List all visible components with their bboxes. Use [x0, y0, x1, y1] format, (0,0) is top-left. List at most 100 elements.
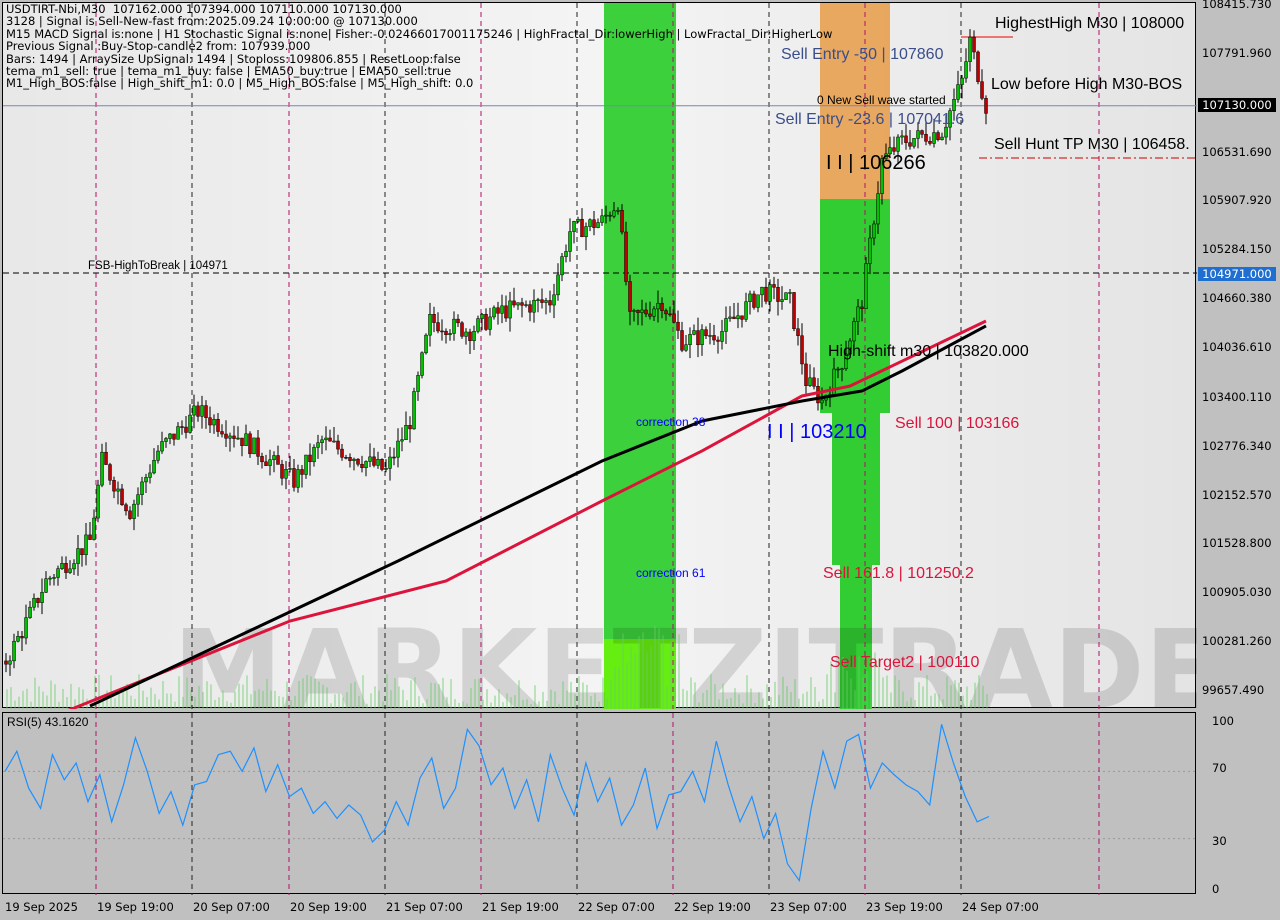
candle-body	[216, 419, 220, 432]
info-line: M1_High_BOS:false | High_shift_m1: 0.0 |…	[6, 76, 474, 91]
candle-body	[4, 660, 8, 665]
candle-body	[208, 417, 212, 426]
candle-body	[872, 223, 876, 239]
candle-body	[964, 61, 968, 79]
ema-black-line	[89, 324, 987, 708]
candle-body	[640, 309, 644, 313]
candle-body	[124, 504, 128, 512]
candle-body	[912, 138, 916, 147]
candle-body	[40, 592, 44, 603]
price-tick-label: 104660.380	[1202, 291, 1272, 306]
candle-body	[880, 158, 884, 194]
candle-body	[892, 147, 896, 152]
candle-body	[764, 286, 768, 302]
correction-zone-lower	[604, 639, 676, 709]
candle-body	[648, 313, 652, 317]
candle-body	[376, 458, 380, 466]
candle-body	[980, 81, 984, 99]
candle-body	[108, 464, 112, 481]
candle-body	[820, 399, 824, 404]
rsi-tick-label: 70	[1212, 761, 1227, 775]
info-line: Previous Signal :Buy-Stop-candle2 from: …	[6, 39, 311, 54]
candle-body	[440, 330, 444, 333]
candle-body	[156, 450, 160, 461]
candle-body	[224, 433, 228, 439]
candle-body	[672, 313, 676, 323]
price-tick-label: 101528.800	[1202, 536, 1272, 551]
candle-body	[200, 405, 204, 417]
candle-body	[24, 617, 28, 639]
main-chart[interactable]: MARKETZITRADE	[2, 2, 1197, 709]
low-before-high-label: Low before High M30-BOS	[991, 76, 1183, 93]
candle-body	[304, 454, 308, 475]
candle-body	[476, 318, 480, 332]
candle-body	[360, 463, 364, 468]
candle-body	[812, 377, 816, 387]
candle-body	[192, 405, 196, 416]
current-price-badge: 107130.000	[1198, 97, 1276, 112]
candle-body	[668, 313, 672, 316]
candle-body	[236, 437, 240, 440]
candle-body	[148, 472, 152, 478]
candle-body	[956, 84, 960, 100]
candle-body	[908, 142, 912, 147]
candle-body	[456, 318, 460, 324]
candle-body	[88, 534, 92, 540]
candle-body	[600, 215, 604, 223]
info-panel: USDTIRT-Nbi,M30 107162.000 107394.000 10…	[6, 3, 832, 90]
level-price-badge: 104971.000	[1198, 266, 1276, 281]
candle-body	[316, 442, 320, 448]
time-tick-label: 20 Sep 07:00	[193, 900, 270, 914]
candle-body	[232, 435, 236, 439]
correction-38-label: correction 38	[636, 415, 706, 429]
candle-body	[364, 461, 368, 468]
candle-body	[60, 563, 64, 569]
price-tick-label: 107791.960	[1202, 45, 1272, 60]
candle-body	[852, 321, 856, 342]
time-tick-label: 24 Sep 07:00	[962, 900, 1039, 914]
price-tick-label: 102776.340	[1202, 438, 1272, 453]
candle-body	[448, 333, 452, 335]
sell-entry-50-label: Sell Entry -50 | 107860	[781, 46, 944, 63]
candle-body	[464, 331, 468, 337]
candle-body	[168, 433, 172, 439]
candle-body	[152, 460, 156, 474]
candle-body	[556, 274, 560, 296]
price-tick-label: 105907.920	[1202, 193, 1272, 208]
wave-103210-label: I I | 103210	[767, 421, 867, 443]
candle-body	[860, 306, 864, 309]
time-tick-label: 19 Sep 2025	[5, 900, 78, 914]
candle-body	[524, 304, 528, 306]
candle-body	[344, 457, 348, 459]
candle-body	[552, 294, 556, 306]
rsi-panel[interactable]	[2, 712, 1197, 895]
candle-body	[176, 426, 180, 440]
candle-body	[752, 293, 756, 308]
candle-body	[12, 640, 16, 662]
candle-body	[796, 328, 800, 336]
candle-body	[916, 130, 920, 139]
candle-body	[748, 293, 752, 302]
candle-body	[452, 318, 456, 334]
candle-body	[48, 577, 52, 580]
candle-body	[940, 136, 944, 140]
candle-body	[324, 437, 328, 441]
candle-body	[32, 598, 36, 608]
candle-body	[548, 300, 552, 306]
candle-body	[72, 563, 76, 570]
candle-body	[532, 299, 536, 313]
candle-body	[212, 419, 216, 426]
candle-body	[432, 314, 436, 323]
sell-target2-label: Sell Target2 | 100110	[830, 654, 980, 671]
rsi-tick-label: 30	[1212, 834, 1227, 848]
candle-body	[700, 329, 704, 346]
sell-hunt-label: Sell Hunt TP M30 | 106458.	[994, 136, 1190, 153]
candle-body	[28, 606, 32, 618]
candle-body	[164, 438, 168, 442]
candle-body	[296, 469, 300, 488]
candle-body	[480, 313, 484, 319]
sell-100-label: Sell 100 | 103166	[895, 415, 1020, 432]
candle-body	[660, 302, 664, 311]
candle-body	[540, 299, 544, 303]
candle-body	[112, 480, 116, 492]
